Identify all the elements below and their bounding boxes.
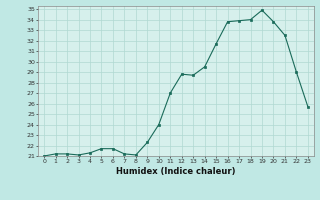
X-axis label: Humidex (Indice chaleur): Humidex (Indice chaleur) — [116, 167, 236, 176]
